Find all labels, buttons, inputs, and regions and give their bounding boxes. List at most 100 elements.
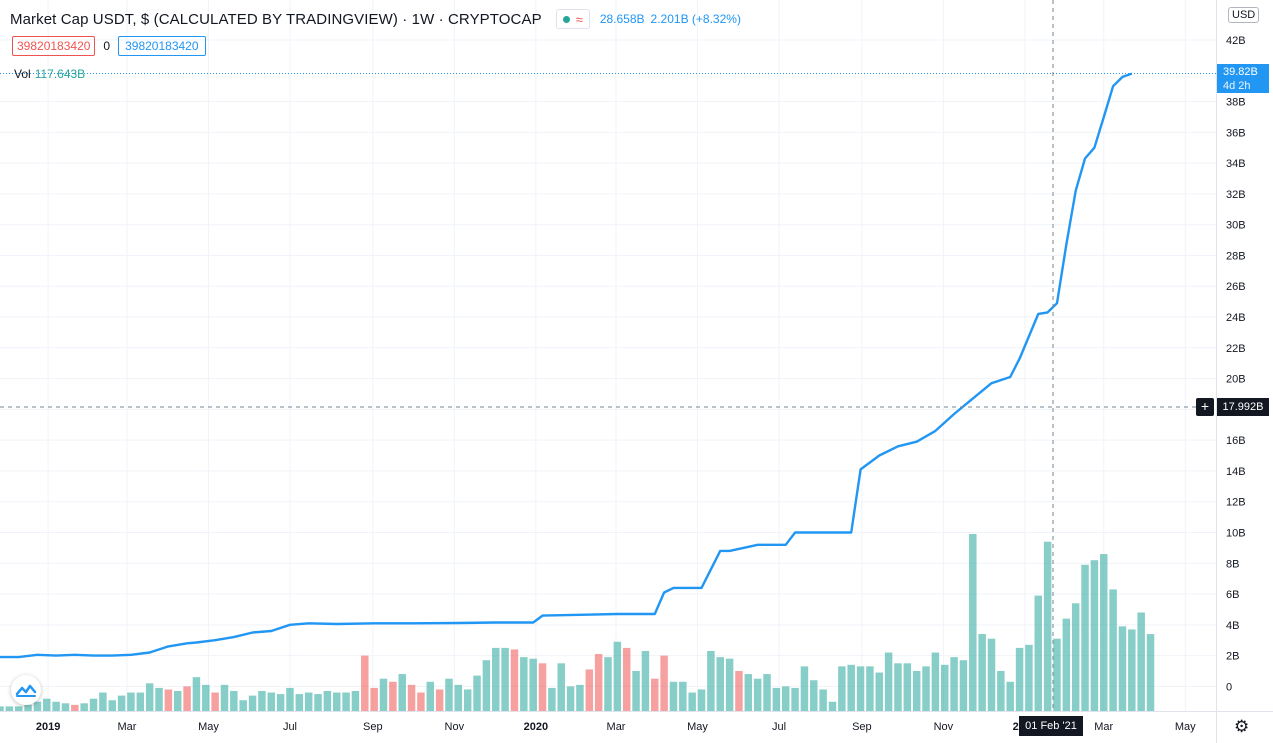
volume-bar	[1109, 589, 1117, 711]
volume-bar	[314, 694, 322, 711]
volume-bar	[772, 687, 781, 711]
volume-bar	[912, 670, 921, 711]
x-tick-label: 2019	[36, 721, 60, 733]
y-tick-label: 36B	[1226, 127, 1246, 139]
volume-bar	[856, 666, 865, 711]
status-chip[interactable]: ≈	[555, 9, 590, 29]
x-tick-label: Nov	[445, 721, 465, 733]
volume-bar	[669, 681, 678, 711]
volume-bar	[903, 663, 912, 711]
volume-bar	[810, 680, 818, 711]
market-status-dot-icon	[562, 15, 570, 23]
input-field-b[interactable]: 39820183420	[118, 36, 206, 56]
volume-bar	[136, 692, 145, 711]
volume-bar	[482, 660, 491, 711]
volume-bar	[529, 658, 537, 711]
y-tick-label: 42B	[1226, 35, 1246, 47]
x-tick-label: Jul	[283, 721, 297, 733]
volume-bar	[89, 698, 98, 711]
volume-bar	[585, 669, 594, 711]
volume-bar	[940, 664, 949, 711]
volume-bar	[753, 678, 762, 711]
crosshair-date-label: 01 Feb '21	[1019, 716, 1083, 736]
volume-bar	[987, 638, 996, 711]
volume-bar	[80, 703, 88, 711]
symbol-title[interactable]: Market Cap USDT, $ (CALCULATED BY TRADIN…	[10, 10, 542, 28]
volume-bar	[127, 692, 135, 711]
volume-bar	[1006, 681, 1014, 711]
tradingview-logo-icon[interactable]	[11, 675, 41, 705]
volume-bar	[1137, 612, 1145, 711]
volume-bar	[14, 706, 23, 711]
volume-bar	[173, 690, 182, 711]
settings-gear-icon[interactable]: ⚙	[1234, 717, 1250, 736]
volume-bar	[950, 657, 958, 711]
volume-bar	[520, 657, 528, 711]
volume-legend[interactable]: Vol 117.643B	[14, 67, 85, 81]
input-field-a[interactable]: 39820183420	[12, 36, 96, 56]
volume-bar	[5, 706, 14, 711]
volume-bar	[576, 684, 584, 711]
volume-bar	[61, 703, 70, 711]
volume-bar	[71, 704, 79, 711]
volume-bar	[323, 690, 332, 711]
volume-bars	[0, 534, 1155, 711]
volume-bar	[202, 684, 210, 711]
volume-bar	[99, 692, 107, 711]
volume-bar	[230, 690, 238, 711]
volume-bar	[1025, 644, 1033, 711]
volume-bar	[688, 692, 696, 711]
volume-bar	[332, 692, 341, 711]
y-tick-label: 28B	[1226, 250, 1246, 262]
volume-bar	[557, 663, 565, 711]
x-tick-label: Mar	[117, 721, 136, 733]
volume-bar	[155, 687, 163, 711]
volume-bar	[108, 700, 116, 711]
volume-bar	[407, 684, 416, 711]
x-tick-label: Mar	[607, 721, 626, 733]
currency-button[interactable]: USD	[1228, 7, 1260, 23]
volume-bar	[548, 687, 556, 711]
volume-bar	[875, 672, 884, 711]
volume-bar	[632, 670, 640, 711]
volume-bar	[463, 689, 472, 711]
volume-bar	[164, 689, 173, 711]
legend-header: Market Cap USDT, $ (CALCULATED BY TRADIN…	[10, 8, 741, 30]
price-axis[interactable]: 02B4B6B8B10B12B14B16B18B20B22B24B26B28B3…	[1226, 35, 1246, 693]
y-tick-label: 0	[1226, 681, 1232, 693]
volume-bar	[351, 690, 360, 711]
y-tick-label: 26B	[1226, 281, 1246, 293]
volume-bar	[538, 663, 547, 711]
volume-bar	[248, 695, 257, 711]
volume-bar	[1128, 629, 1136, 711]
x-tick-label: Nov	[934, 721, 954, 733]
volume-bar	[276, 694, 285, 711]
add-alert-plus-icon[interactable]: +	[1196, 398, 1214, 416]
y-tick-label: 12B	[1226, 497, 1246, 509]
volume-bar	[828, 701, 837, 711]
y-tick-label: 2B	[1226, 651, 1239, 663]
volume-bar	[426, 681, 435, 711]
volume-bar	[0, 706, 4, 711]
volume-bar	[1081, 564, 1089, 711]
volume-bar	[473, 675, 481, 711]
volume-bar	[1053, 638, 1061, 711]
volume-bar	[566, 686, 575, 711]
volume-bar	[43, 698, 51, 711]
volume-bar	[894, 663, 902, 711]
x-tick-label: Mar	[1094, 721, 1113, 733]
input-separator: 0	[103, 39, 111, 53]
y-tick-label: 34B	[1226, 158, 1246, 170]
data-delay-wave-icon: ≈	[575, 11, 583, 27]
volume-bar	[697, 689, 706, 711]
volume-bar	[445, 678, 453, 711]
y-tick-label: 8B	[1226, 558, 1239, 570]
volume-bar	[267, 692, 276, 711]
market-cap-line	[0, 72, 1133, 659]
grid-horizontal	[0, 39, 1216, 687]
volume-bar	[52, 701, 60, 711]
volume-bar	[660, 655, 668, 711]
volume-label: Vol	[14, 67, 31, 81]
y-tick-label: 16B	[1226, 435, 1246, 447]
